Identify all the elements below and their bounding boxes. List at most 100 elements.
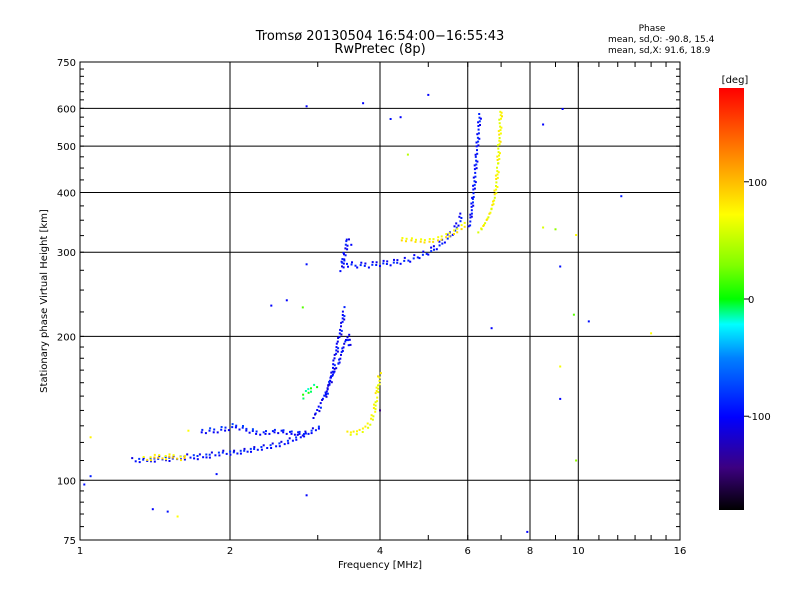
- trace-point: [499, 110, 502, 113]
- trace-point: [338, 361, 341, 364]
- trace-point: [270, 447, 273, 449]
- trace-point: [333, 357, 336, 360]
- trace-point: [499, 140, 502, 143]
- trace-point: [361, 431, 364, 433]
- trace-point: [239, 449, 242, 452]
- trace-point: [262, 431, 265, 434]
- trace-point: [239, 452, 242, 455]
- trace-point: [415, 238, 417, 241]
- trace-point: [401, 237, 404, 239]
- trace-point: [196, 458, 199, 461]
- trace-point: [242, 425, 244, 427]
- trace-point: [335, 342, 338, 345]
- trace-point: [307, 388, 310, 391]
- trace-point: [432, 245, 435, 248]
- trace-point: [420, 238, 423, 241]
- trace-point: [374, 410, 377, 413]
- trace-point: [339, 328, 342, 331]
- scatter-point: [285, 299, 288, 302]
- trace-point: [256, 448, 259, 451]
- trace-point: [364, 425, 367, 428]
- trace-point: [347, 339, 349, 342]
- trace-point: [479, 124, 481, 126]
- colorbar-label: [deg]: [722, 75, 749, 86]
- trace-point: [346, 244, 349, 247]
- trace-point: [321, 397, 324, 400]
- trace-point: [412, 257, 415, 260]
- trace-point: [338, 358, 341, 361]
- trace-point: [493, 189, 496, 192]
- trace-point: [333, 367, 336, 370]
- trace-point: [338, 332, 341, 335]
- trace-point: [410, 237, 413, 240]
- trace-point: [476, 149, 478, 152]
- trace-point: [479, 117, 482, 120]
- trace-point: [311, 427, 314, 430]
- trace-point: [142, 458, 145, 461]
- trace-point: [183, 454, 186, 457]
- scatter-point: [490, 327, 493, 330]
- trace-point: [192, 454, 195, 457]
- trace-point: [316, 386, 319, 389]
- trace-point: [470, 202, 473, 205]
- trace-point: [198, 453, 201, 456]
- trace-point: [346, 248, 349, 251]
- y-tick-label: 200: [57, 332, 76, 343]
- trace-point: [310, 432, 313, 435]
- trace-point: [329, 379, 332, 382]
- chart-subtitle: RwPretec (8p): [334, 42, 425, 57]
- trace-point: [345, 240, 348, 243]
- trace-point: [454, 229, 457, 232]
- trace-point: [345, 238, 348, 241]
- trace-point: [205, 453, 208, 456]
- trace-point: [414, 240, 417, 243]
- trace-point: [438, 244, 441, 247]
- trace-point: [332, 371, 335, 374]
- trace-point: [341, 261, 344, 264]
- trace-point: [356, 430, 358, 433]
- trace-point: [344, 254, 347, 257]
- trace-point: [246, 450, 249, 453]
- scatter-point: [575, 234, 578, 236]
- trace-point: [478, 120, 481, 123]
- scatter-point: [270, 304, 273, 307]
- trace-point: [231, 423, 234, 426]
- trace-point: [456, 231, 459, 234]
- y-tick-label: 400: [57, 188, 76, 199]
- trace-point: [339, 357, 342, 360]
- trace-point: [371, 263, 374, 266]
- trace-point: [208, 456, 211, 459]
- trace-point: [316, 409, 319, 411]
- trace-point: [241, 426, 244, 429]
- trace-point: [453, 233, 455, 235]
- scatter-point: [559, 365, 562, 368]
- scatter-point: [379, 409, 381, 412]
- phase-stats-header: Phase: [639, 24, 666, 34]
- trace-point: [157, 456, 160, 459]
- trace-point: [249, 447, 252, 450]
- trace-point: [372, 415, 375, 418]
- trace-point: [138, 457, 141, 460]
- trace-point: [475, 141, 478, 144]
- trace-point: [377, 387, 380, 390]
- trace-point: [337, 362, 340, 365]
- trace-point: [186, 453, 189, 456]
- colorbar-ticks: 100 0 -100: [744, 178, 771, 423]
- trace-point: [302, 397, 305, 400]
- trace-point: [473, 164, 476, 167]
- trace-point: [351, 261, 353, 264]
- trace-point: [209, 427, 212, 430]
- trace-point: [196, 455, 199, 457]
- trace-point: [477, 132, 480, 135]
- trace-point: [421, 253, 424, 256]
- trace-point: [475, 167, 478, 170]
- trace-point: [347, 265, 349, 268]
- trace-point: [295, 438, 298, 441]
- trace-point: [336, 340, 339, 343]
- trace-point: [268, 432, 271, 435]
- trace-point: [204, 432, 207, 435]
- trace-point: [337, 337, 340, 339]
- trace-point: [495, 178, 498, 180]
- trace-point: [271, 442, 274, 445]
- trace-point: [348, 333, 351, 336]
